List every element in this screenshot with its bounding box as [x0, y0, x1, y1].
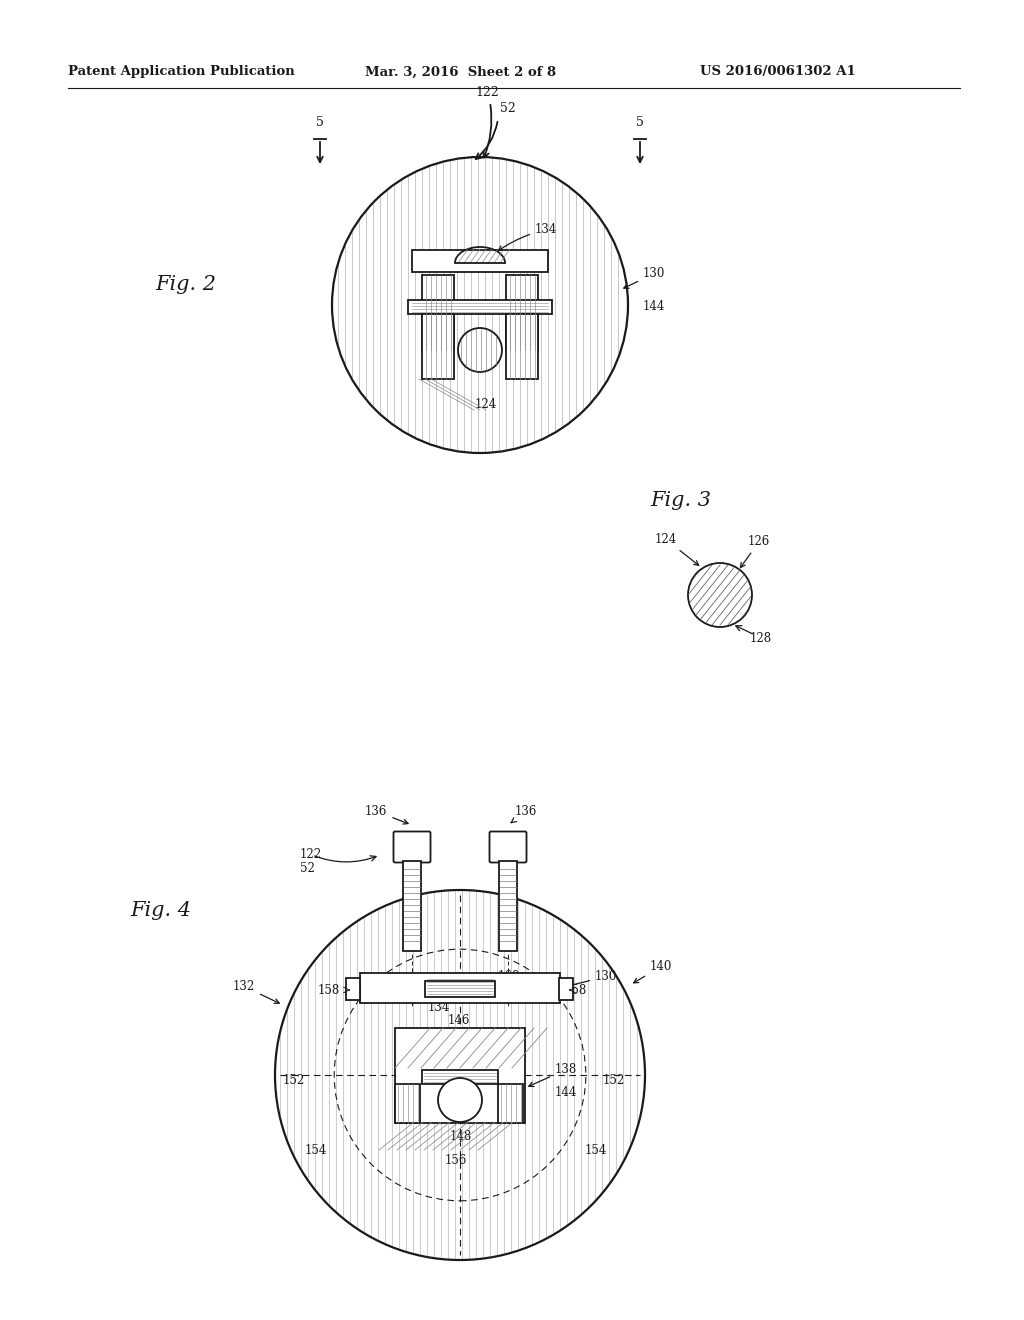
Text: Fig. 3: Fig. 3 — [650, 491, 711, 510]
Text: Fig. 4: Fig. 4 — [130, 900, 191, 920]
Text: 138: 138 — [528, 1063, 578, 1086]
Bar — [408, 300, 552, 314]
Bar — [498, 1084, 523, 1123]
Bar — [506, 314, 538, 379]
FancyBboxPatch shape — [393, 832, 430, 862]
Bar — [412, 249, 548, 272]
Text: 146: 146 — [449, 1014, 470, 1027]
Text: 124: 124 — [475, 399, 498, 412]
Text: 156: 156 — [445, 1154, 467, 1167]
Bar — [499, 861, 517, 950]
Text: 150: 150 — [430, 1101, 471, 1115]
Text: 122: 122 — [300, 849, 323, 862]
Circle shape — [458, 327, 502, 372]
Text: 136: 136 — [365, 805, 409, 824]
Bar — [422, 1071, 498, 1084]
Text: US 2016/0061302 A1: US 2016/0061302 A1 — [700, 66, 856, 78]
Text: 148: 148 — [450, 1130, 472, 1143]
Text: 160: 160 — [498, 970, 520, 983]
Bar — [403, 861, 421, 950]
Bar — [360, 973, 560, 1003]
Text: 128: 128 — [750, 632, 772, 645]
Bar — [395, 1084, 420, 1123]
Text: 122: 122 — [475, 86, 499, 99]
Circle shape — [438, 1078, 482, 1122]
Text: Fig. 2: Fig. 2 — [155, 276, 216, 294]
Text: 132: 132 — [233, 979, 280, 1003]
Bar — [506, 275, 538, 350]
Text: 158: 158 — [318, 983, 340, 997]
Text: 154: 154 — [585, 1143, 607, 1156]
Text: 5: 5 — [636, 116, 644, 128]
Text: 52: 52 — [500, 103, 516, 116]
Text: 130: 130 — [564, 970, 617, 989]
Text: 144: 144 — [643, 301, 666, 314]
Text: 5: 5 — [316, 116, 324, 128]
Text: 140: 140 — [634, 960, 673, 983]
Bar — [395, 1028, 525, 1123]
FancyBboxPatch shape — [489, 832, 526, 862]
Text: 158: 158 — [565, 983, 587, 997]
Text: 52: 52 — [300, 862, 314, 874]
Text: 124: 124 — [655, 533, 698, 565]
Text: 134: 134 — [428, 1001, 450, 1014]
Text: 126: 126 — [740, 535, 770, 568]
Text: Mar. 3, 2016  Sheet 2 of 8: Mar. 3, 2016 Sheet 2 of 8 — [365, 66, 556, 78]
Circle shape — [688, 564, 752, 627]
Text: 144: 144 — [555, 1086, 578, 1100]
Bar — [559, 978, 573, 1001]
Text: 152: 152 — [283, 1073, 305, 1086]
Bar — [346, 978, 360, 1001]
Text: 134: 134 — [499, 223, 557, 251]
Bar — [422, 314, 454, 379]
Bar — [422, 275, 454, 350]
Text: Patent Application Publication: Patent Application Publication — [68, 66, 295, 78]
Text: 136: 136 — [511, 805, 538, 822]
Text: 154: 154 — [305, 1143, 328, 1156]
Bar — [425, 981, 495, 997]
Text: 152: 152 — [603, 1073, 626, 1086]
Text: 130: 130 — [624, 267, 666, 288]
